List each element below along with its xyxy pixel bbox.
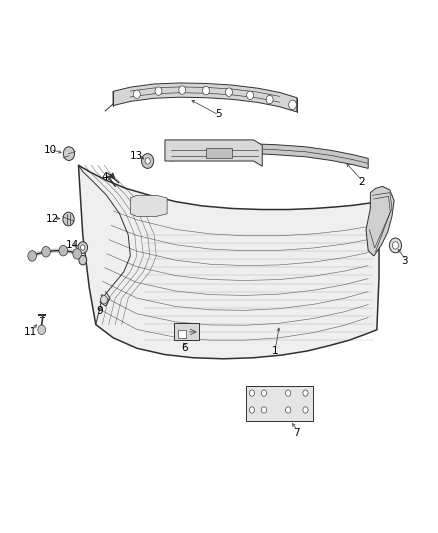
Circle shape [155,87,162,95]
Circle shape [63,212,74,226]
Circle shape [64,147,74,160]
Text: 2: 2 [358,177,365,187]
FancyBboxPatch shape [173,324,199,341]
FancyBboxPatch shape [178,330,186,338]
Polygon shape [131,195,167,216]
Circle shape [389,238,402,253]
Circle shape [38,325,46,335]
Circle shape [141,154,154,168]
FancyBboxPatch shape [206,148,232,158]
Circle shape [202,86,209,95]
Polygon shape [366,187,394,256]
FancyBboxPatch shape [246,386,313,421]
Circle shape [249,390,254,396]
Polygon shape [78,165,379,359]
Circle shape [73,248,81,259]
Polygon shape [171,143,368,168]
Circle shape [79,255,87,265]
Polygon shape [165,140,262,166]
Text: 14: 14 [65,240,78,251]
Circle shape [289,100,297,110]
Text: 9: 9 [97,306,103,316]
Circle shape [42,246,50,257]
Circle shape [134,90,140,99]
Text: 4: 4 [101,172,108,182]
Text: 10: 10 [44,146,57,156]
Text: 1: 1 [272,346,279,356]
Circle shape [59,245,67,256]
Circle shape [247,91,254,100]
Text: 6: 6 [181,343,188,353]
Circle shape [261,407,267,413]
Text: 5: 5 [215,109,223,118]
Circle shape [286,390,291,396]
Text: 11: 11 [24,327,38,337]
Circle shape [303,407,308,413]
Circle shape [303,390,308,396]
Circle shape [100,295,107,304]
Circle shape [286,407,291,413]
Circle shape [145,158,150,164]
Text: 12: 12 [46,214,59,224]
Circle shape [78,241,88,253]
Circle shape [249,407,254,413]
Text: 13: 13 [130,151,144,161]
Polygon shape [113,83,297,112]
Circle shape [261,390,267,396]
Text: 3: 3 [402,256,408,266]
Text: 7: 7 [293,427,300,438]
Circle shape [266,95,273,104]
Circle shape [81,245,85,250]
Circle shape [179,86,186,94]
Circle shape [392,241,399,249]
Circle shape [28,251,36,261]
Circle shape [226,88,233,96]
